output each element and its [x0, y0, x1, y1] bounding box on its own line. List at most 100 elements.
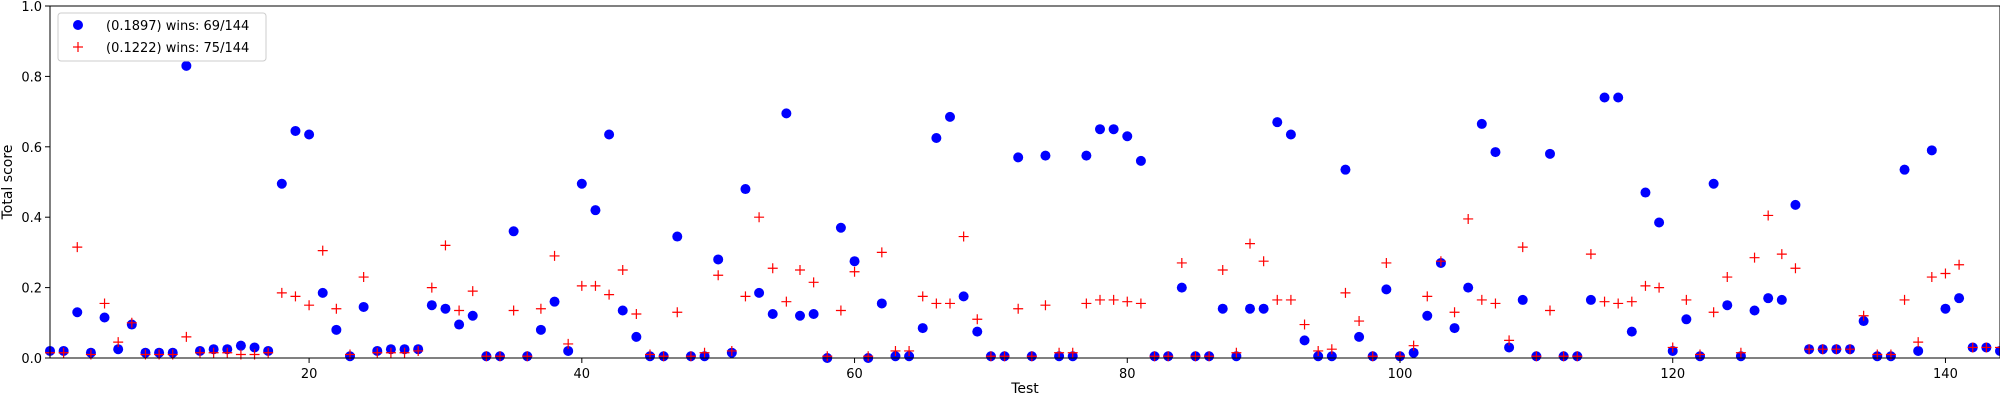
- data-point: [1313, 351, 1324, 362]
- data-point: [808, 309, 819, 319]
- data-point: [1667, 342, 1678, 353]
- data-point: [1654, 217, 1665, 228]
- data-point: [1749, 252, 1760, 263]
- data-point: [1858, 310, 1869, 321]
- data-point: [1558, 351, 1569, 362]
- data-point: [1490, 147, 1501, 158]
- y-tick-label: 0.8: [21, 70, 42, 85]
- data-point: [1613, 92, 1624, 103]
- data-point: [1408, 340, 1419, 351]
- data-point: [1831, 344, 1842, 355]
- data-point: [1708, 307, 1719, 318]
- data-point: [195, 347, 205, 358]
- data-point: [1517, 294, 1528, 305]
- data-point: [1504, 342, 1515, 353]
- data-point: [931, 133, 942, 143]
- data-point: [399, 347, 410, 358]
- data-point: [1940, 303, 1951, 314]
- data-point: [1326, 351, 1337, 362]
- data-point: [1326, 344, 1337, 355]
- data-point: [1599, 296, 1610, 307]
- data-point: [767, 309, 778, 319]
- x-tick-label: 60: [846, 367, 863, 382]
- data-point: [1095, 294, 1105, 305]
- data-point: [508, 305, 519, 316]
- data-point: [1081, 298, 1092, 309]
- data-point: [1354, 331, 1365, 342]
- data-point: [795, 310, 805, 321]
- data-point: [549, 250, 560, 261]
- data-point: [1476, 118, 1487, 129]
- data-point: [1572, 351, 1583, 362]
- data-point: [1095, 124, 1105, 135]
- series-1-points: [45, 60, 2000, 363]
- data-point: [1040, 300, 1051, 311]
- data-point: [1285, 294, 1296, 305]
- legend-marker-plus: [73, 42, 83, 52]
- data-point: [290, 125, 301, 136]
- data-point: [1176, 282, 1187, 293]
- data-point: [454, 305, 465, 316]
- series-2-points: [45, 210, 2000, 362]
- data-point: [304, 129, 315, 140]
- data-point: [590, 280, 601, 291]
- data-point: [1722, 300, 1733, 311]
- data-point: [331, 303, 342, 314]
- data-point: [99, 312, 110, 323]
- x-tick-label: 20: [301, 367, 318, 382]
- data-point: [904, 345, 915, 356]
- data-point: [1190, 351, 1201, 362]
- data-point: [1463, 213, 1474, 224]
- data-point: [754, 212, 765, 223]
- data-point: [1449, 307, 1460, 318]
- data-point: [835, 222, 846, 233]
- data-point: [1504, 335, 1515, 346]
- data-point: [1926, 145, 1937, 156]
- data-point: [181, 331, 192, 342]
- data-point: [631, 309, 642, 319]
- data-point: [1435, 256, 1446, 267]
- data-point: [945, 298, 955, 309]
- data-point: [1531, 351, 1542, 362]
- x-tick-label: 100: [1388, 367, 1413, 382]
- data-point: [1913, 345, 1924, 356]
- data-point: [276, 287, 287, 298]
- data-point: [358, 301, 369, 312]
- data-point: [1913, 337, 1924, 348]
- y-tick-label: 0.0: [21, 352, 42, 367]
- data-point: [1081, 150, 1092, 161]
- data-point: [208, 347, 219, 358]
- data-point: [276, 178, 287, 189]
- x-axis-label: Test: [1010, 381, 1039, 397]
- data-point: [72, 307, 83, 318]
- data-point: [1135, 155, 1146, 166]
- data-point: [317, 245, 328, 256]
- data-point: [1599, 92, 1610, 103]
- data-point: [917, 291, 928, 302]
- data-point: [1926, 272, 1937, 283]
- y-tick-label: 0.6: [21, 141, 42, 156]
- data-point: [467, 310, 478, 321]
- legend-label-series-2: (0.1222) wins: 75/144: [106, 41, 249, 56]
- data-point: [917, 323, 928, 334]
- data-point: [1763, 293, 1774, 304]
- data-point: [576, 178, 587, 189]
- data-point: [1817, 344, 1828, 355]
- data-point: [1476, 294, 1487, 305]
- data-point: [440, 240, 451, 251]
- data-point: [1381, 284, 1392, 295]
- data-point: [1108, 294, 1119, 305]
- data-point: [1217, 265, 1228, 275]
- data-point: [904, 351, 915, 362]
- data-point: [1463, 282, 1474, 293]
- data-point: [795, 265, 805, 275]
- data-point: [685, 351, 696, 362]
- data-point: [1776, 294, 1787, 305]
- data-point: [658, 351, 669, 362]
- data-point: [890, 351, 901, 362]
- data-point: [1013, 152, 1024, 163]
- data-point: [1381, 257, 1392, 268]
- data-point: [1135, 298, 1146, 309]
- plot-frame: [49, 5, 2000, 359]
- data-point: [1790, 263, 1801, 274]
